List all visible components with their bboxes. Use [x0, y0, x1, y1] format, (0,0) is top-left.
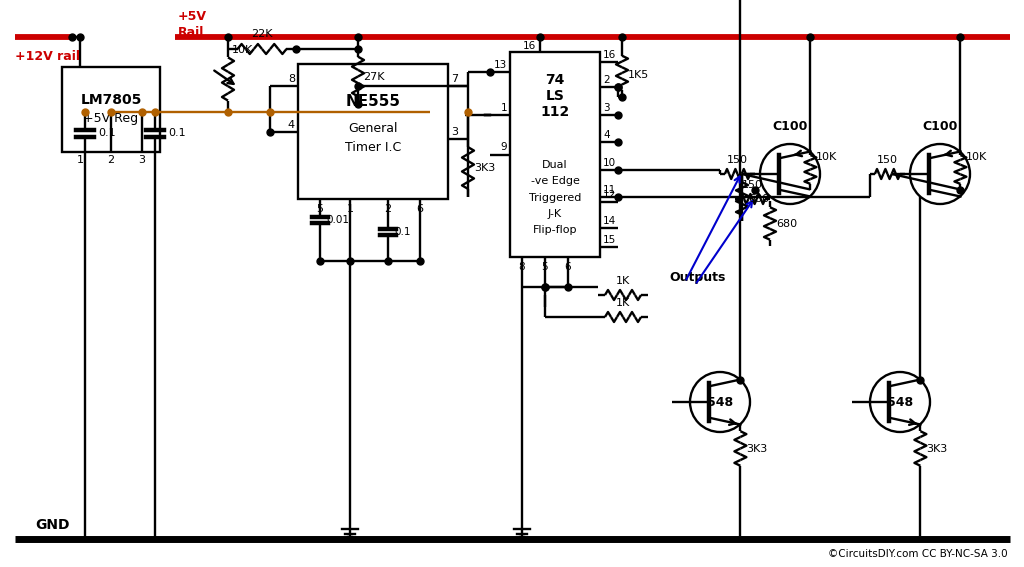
Text: 3K3: 3K3: [474, 163, 496, 173]
Text: 12: 12: [603, 189, 616, 200]
Text: NE555: NE555: [345, 94, 400, 109]
Text: LS: LS: [546, 89, 564, 103]
Text: 680: 680: [748, 194, 769, 204]
Text: 8: 8: [519, 262, 525, 272]
Text: 150: 150: [726, 155, 748, 165]
Text: +12V rail: +12V rail: [15, 50, 80, 63]
Text: ©CircuitsDIY.com CC BY-NC-SA 3.0: ©CircuitsDIY.com CC BY-NC-SA 3.0: [828, 549, 1008, 559]
Text: 3: 3: [451, 127, 458, 137]
Text: 8: 8: [288, 74, 295, 84]
Text: 150: 150: [877, 155, 897, 165]
Text: 0.1: 0.1: [168, 128, 185, 138]
Text: 10K: 10K: [232, 45, 253, 55]
Text: 680: 680: [776, 219, 797, 229]
Text: 4: 4: [288, 120, 295, 129]
Text: GND: GND: [35, 518, 70, 532]
Text: 14: 14: [603, 216, 616, 226]
Text: 1: 1: [501, 103, 507, 113]
Text: +5V: +5V: [178, 11, 207, 23]
Text: J-K: J-K: [548, 209, 562, 219]
Text: 2: 2: [384, 204, 391, 214]
Text: 11: 11: [603, 185, 616, 195]
Text: 9: 9: [501, 142, 507, 153]
Text: 1K: 1K: [615, 276, 630, 286]
Bar: [510, 52, 600, 257]
Bar: [62, 67, 160, 152]
Text: 10K: 10K: [815, 153, 837, 163]
Text: 6: 6: [417, 204, 424, 214]
Text: 5: 5: [316, 204, 324, 214]
Bar: [298, 64, 449, 199]
Text: 74: 74: [546, 73, 564, 87]
Text: 2: 2: [108, 155, 115, 165]
Text: +5V Reg: +5V Reg: [83, 112, 138, 125]
Text: 0.1: 0.1: [394, 227, 411, 237]
Text: 1K5: 1K5: [628, 70, 649, 80]
Text: LM7805: LM7805: [80, 92, 141, 107]
Text: 0.1: 0.1: [98, 128, 116, 138]
Text: 16: 16: [522, 41, 536, 51]
Text: 15: 15: [603, 235, 616, 245]
Text: 22K: 22K: [251, 29, 272, 39]
Text: 13: 13: [494, 60, 507, 70]
Text: Timer I.C: Timer I.C: [345, 141, 401, 154]
Text: 3K3: 3K3: [927, 445, 947, 455]
Text: 150: 150: [741, 180, 763, 190]
Text: 10K: 10K: [966, 153, 987, 163]
Text: 3K3: 3K3: [746, 445, 768, 455]
Text: Rail: Rail: [178, 26, 205, 39]
Text: 3: 3: [138, 155, 145, 165]
Text: C100: C100: [772, 120, 808, 133]
Text: Flip-flop: Flip-flop: [532, 225, 578, 235]
Text: 548: 548: [887, 396, 913, 408]
Text: 548: 548: [707, 396, 733, 408]
Text: General: General: [348, 122, 397, 136]
Text: 10: 10: [603, 158, 616, 168]
Text: 1K: 1K: [615, 298, 630, 308]
Text: 1: 1: [346, 204, 353, 214]
Text: 4: 4: [603, 130, 609, 140]
Text: 6: 6: [564, 262, 571, 272]
Text: 16: 16: [603, 50, 616, 60]
Text: 3: 3: [603, 103, 609, 113]
Text: 1: 1: [77, 155, 84, 165]
Text: 112: 112: [541, 105, 569, 119]
Text: -ve Edge: -ve Edge: [530, 176, 580, 186]
Text: Outputs: Outputs: [670, 270, 726, 284]
Text: 27K: 27K: [362, 72, 384, 82]
Text: 5: 5: [542, 262, 548, 272]
Text: 2: 2: [603, 75, 609, 85]
Text: 0.01: 0.01: [326, 215, 349, 225]
Text: Triggered: Triggered: [528, 193, 582, 202]
Text: Dual: Dual: [542, 160, 568, 170]
Text: C100: C100: [923, 120, 957, 133]
Text: 7: 7: [451, 74, 458, 84]
